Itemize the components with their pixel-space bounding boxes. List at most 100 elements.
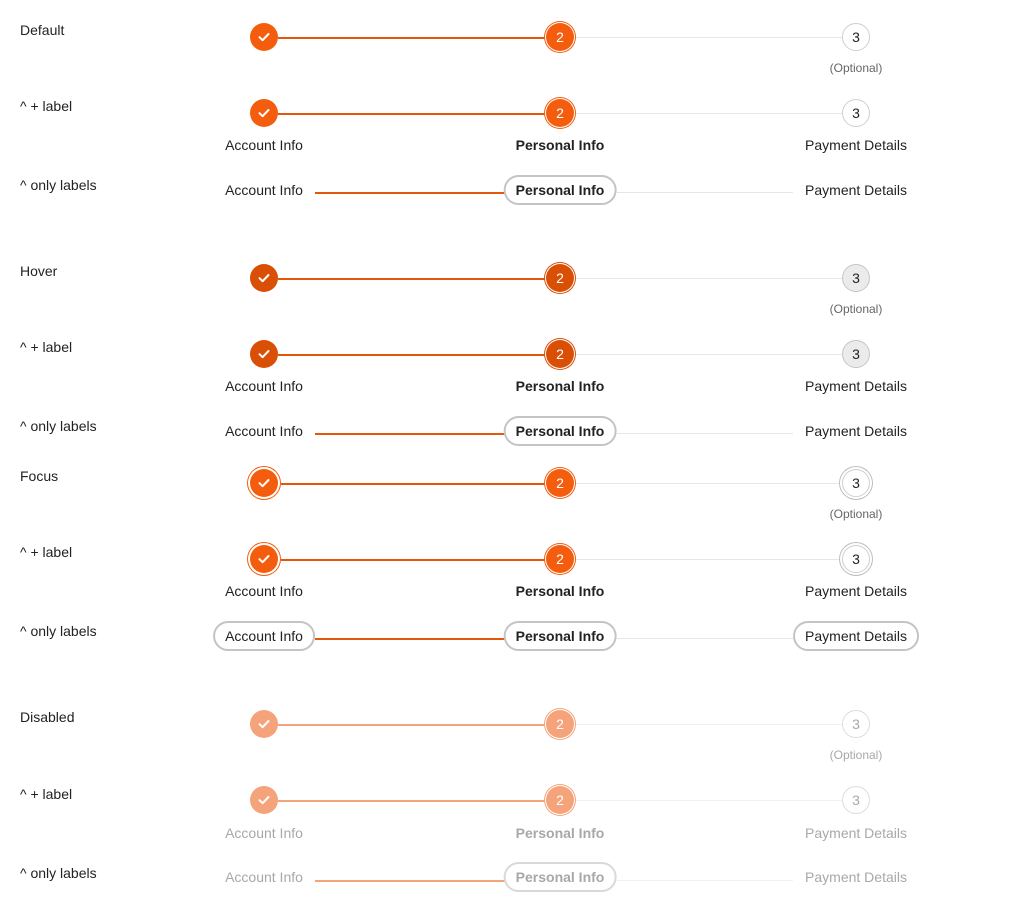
step-3-label: Payment Details bbox=[805, 583, 907, 599]
progress-line-incomplete bbox=[617, 433, 793, 434]
step-2-chip: Personal Info bbox=[503, 862, 617, 892]
variant-label-only-labels: ^ only labels bbox=[20, 865, 97, 881]
check-icon bbox=[258, 350, 270, 359]
check-icon bbox=[258, 33, 270, 42]
step-2-current: 2 bbox=[546, 710, 574, 738]
step-3-chip[interactable]: Payment Details bbox=[793, 621, 919, 651]
check-icon bbox=[258, 109, 270, 118]
progress-line-complete bbox=[315, 433, 505, 435]
step-1-completed[interactable] bbox=[250, 469, 278, 497]
step-1-chip[interactable]: Account Info bbox=[213, 621, 315, 651]
optional-hint: (Optional) bbox=[829, 61, 883, 75]
progress-line-incomplete bbox=[617, 880, 793, 881]
step-number: 3 bbox=[852, 716, 860, 732]
step-number: 2 bbox=[556, 792, 564, 808]
step-number: 3 bbox=[852, 551, 860, 567]
step-number: 2 bbox=[556, 29, 564, 45]
step-2-current: 2 bbox=[546, 786, 574, 814]
progress-line-complete bbox=[315, 880, 505, 882]
step-1-completed[interactable] bbox=[250, 264, 278, 292]
progress-line-incomplete bbox=[574, 113, 842, 114]
step-number: 2 bbox=[556, 270, 564, 286]
step-3-pending[interactable]: 3 bbox=[842, 264, 870, 292]
progress-line-complete bbox=[281, 483, 546, 485]
step-number: 3 bbox=[852, 270, 860, 286]
step-2-label: Personal Info bbox=[515, 825, 605, 841]
step-2-current[interactable]: 2 bbox=[546, 545, 574, 573]
step-2-current[interactable]: 2 bbox=[546, 264, 574, 292]
check-icon bbox=[258, 274, 270, 283]
step-3-pending: 3 bbox=[842, 786, 870, 814]
optional-hint: (Optional) bbox=[829, 302, 883, 316]
optional-hint: (Optional) bbox=[829, 748, 883, 762]
step-number: 3 bbox=[852, 105, 860, 121]
step-3-chip[interactable]: Payment Details bbox=[805, 423, 907, 439]
progress-line-incomplete bbox=[617, 638, 793, 639]
step-number: 3 bbox=[852, 792, 860, 808]
variant-label-with-label: ^ + label bbox=[20, 339, 73, 355]
variant-label-only-labels: ^ only labels bbox=[20, 177, 97, 193]
step-number: 2 bbox=[556, 551, 564, 567]
step-3-label: Payment Details bbox=[805, 137, 907, 153]
step-1-label: Account Info bbox=[225, 583, 303, 599]
step-3-pending[interactable]: 3 bbox=[842, 99, 870, 127]
step-2-current[interactable]: 2 bbox=[546, 340, 574, 368]
progress-line-complete bbox=[278, 354, 546, 356]
progress-line-complete bbox=[278, 278, 546, 280]
progress-line-incomplete bbox=[574, 800, 842, 801]
step-2-label: Personal Info bbox=[515, 378, 605, 394]
step-number: 2 bbox=[556, 105, 564, 121]
check-icon bbox=[258, 720, 270, 729]
step-1-label: Account Info bbox=[225, 137, 303, 153]
variant-label-only-labels: ^ only labels bbox=[20, 418, 97, 434]
progress-line-incomplete bbox=[574, 724, 842, 725]
step-1-completed bbox=[250, 786, 278, 814]
step-2-current[interactable]: 2 bbox=[546, 469, 574, 497]
step-number: 3 bbox=[852, 29, 860, 45]
step-2-chip[interactable]: Personal Info bbox=[503, 416, 617, 446]
step-3-pending: 3 bbox=[842, 710, 870, 738]
step-3-pending[interactable]: 3 bbox=[842, 545, 870, 573]
variant-label-with-label: ^ + label bbox=[20, 786, 73, 802]
progress-line-complete bbox=[281, 559, 546, 561]
step-3-label: Payment Details bbox=[805, 825, 907, 841]
step-number: 2 bbox=[556, 346, 564, 362]
step-1-completed[interactable] bbox=[250, 545, 278, 573]
progress-line-incomplete bbox=[574, 483, 839, 484]
progress-line-incomplete bbox=[617, 192, 793, 193]
step-1-completed[interactable] bbox=[250, 340, 278, 368]
step-2-label: Personal Info bbox=[515, 583, 605, 599]
section-label-hover: Hover bbox=[20, 263, 58, 279]
step-number: 3 bbox=[852, 475, 860, 491]
step-1-label: Account Info bbox=[225, 378, 303, 394]
step-3-pending[interactable]: 3 bbox=[842, 340, 870, 368]
step-2-chip[interactable]: Personal Info bbox=[503, 175, 617, 205]
step-2-current[interactable]: 2 bbox=[546, 99, 574, 127]
variant-label-only-labels: ^ only labels bbox=[20, 623, 97, 639]
progress-line-complete bbox=[315, 192, 505, 194]
step-3-pending[interactable]: 3 bbox=[842, 469, 870, 497]
progress-line-incomplete bbox=[574, 559, 839, 560]
step-1-chip[interactable]: Account Info bbox=[225, 423, 303, 439]
progress-line-complete bbox=[278, 724, 546, 726]
step-3-chip[interactable]: Payment Details bbox=[805, 182, 907, 198]
check-icon bbox=[258, 479, 270, 488]
progress-line-complete bbox=[315, 638, 505, 640]
check-icon bbox=[258, 555, 270, 564]
step-2-label: Personal Info bbox=[515, 137, 605, 153]
section-label-default: Default bbox=[20, 22, 65, 38]
progress-line-incomplete bbox=[574, 37, 842, 38]
progress-line-incomplete bbox=[574, 278, 842, 279]
check-icon bbox=[258, 796, 270, 805]
progress-line-complete bbox=[278, 37, 546, 39]
step-1-completed[interactable] bbox=[250, 99, 278, 127]
section-label-focus: Focus bbox=[20, 468, 59, 484]
step-1-completed[interactable] bbox=[250, 23, 278, 51]
step-number: 3 bbox=[852, 346, 860, 362]
step-2-chip[interactable]: Personal Info bbox=[503, 621, 617, 651]
step-1-chip[interactable]: Account Info bbox=[225, 182, 303, 198]
step-3-pending[interactable]: 3 bbox=[842, 23, 870, 51]
step-1-label: Account Info bbox=[225, 825, 303, 841]
step-2-current[interactable]: 2 bbox=[546, 23, 574, 51]
variant-label-with-label: ^ + label bbox=[20, 544, 73, 560]
